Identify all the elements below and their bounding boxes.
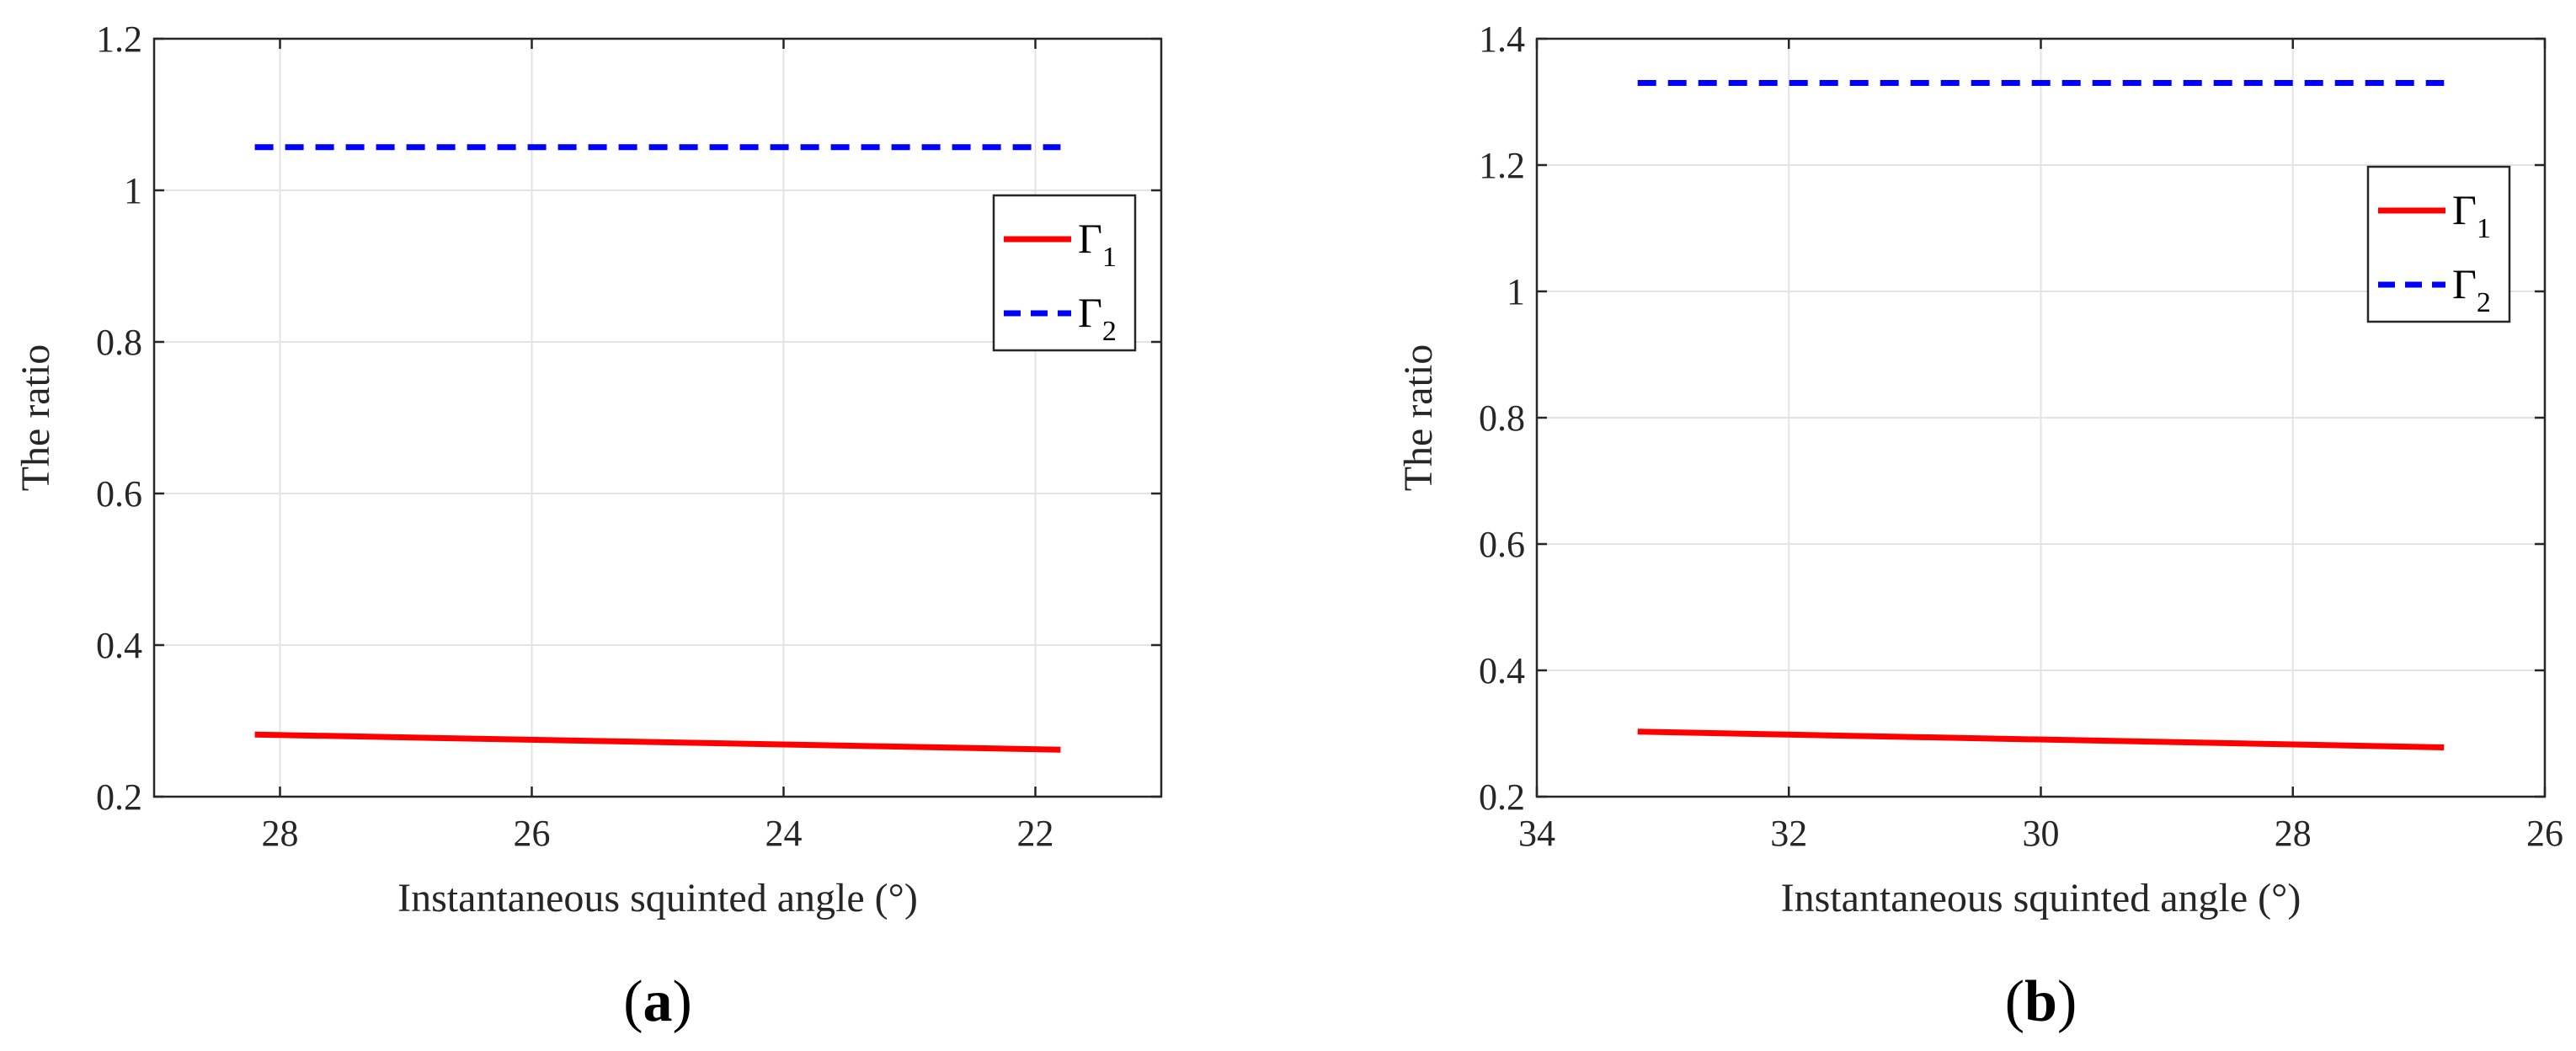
y-tick-label: 0.2	[96, 776, 142, 818]
series-line-gamma-1	[1637, 728, 2445, 750]
legend-label-gamma-2: Γ2	[1078, 289, 1117, 347]
legend-box	[2366, 165, 2511, 323]
legend-label-subscript: 2	[2477, 287, 2491, 318]
legend-label-gamma-1: Γ1	[1078, 215, 1117, 273]
x-axis-label: Instantaneous squinted angle (°)	[397, 876, 918, 920]
legend-label-gamma-1: Γ1	[2452, 186, 2491, 244]
chart-panel-b: 34 32 30 28 26 0.2 0.4 0.6 0.8 1 1.2 1.4 Instantaneo…	[1396, 19, 2563, 1034]
x-tick-label: 22	[1017, 813, 1054, 854]
legend-label-base: Γ	[1078, 289, 1102, 336]
legend-label-subscript: 1	[2477, 213, 2491, 244]
panel-letter: a	[643, 969, 673, 1034]
y-tick-label: 0.4	[96, 625, 142, 666]
panel-label: (a)	[623, 969, 692, 1034]
x-axis-label: Instantaneous squinted angle (°)	[1781, 876, 2301, 920]
y-tick-label: 1.2	[1479, 145, 1525, 186]
legend-label-base: Γ	[2452, 260, 2477, 307]
y-tick-label: 1	[1507, 271, 1525, 312]
panel-letter: b	[2024, 969, 2057, 1034]
x-tick-label: 28	[2275, 813, 2312, 854]
x-tick-label: 30	[2023, 813, 2060, 854]
panel-paren-close: )	[2057, 969, 2077, 1034]
series-line-gamma-1	[254, 731, 1061, 753]
x-tick-label: 26	[2526, 813, 2563, 854]
panel-paren-open: (	[623, 969, 643, 1034]
legend-label-subscript: 1	[1102, 242, 1117, 273]
x-tick-label: 28	[262, 813, 299, 854]
y-tick-label: 0.4	[1479, 650, 1525, 691]
legend-label-gamma-2: Γ2	[2452, 260, 2491, 318]
y-tick-label: 0.2	[1479, 776, 1525, 818]
x-tick-label: 26	[514, 813, 551, 854]
y-tick-label: 0.8	[1479, 397, 1525, 439]
x-tick-label: 32	[1770, 813, 1807, 854]
x-tick-label: 34	[1518, 813, 1555, 854]
legend-label-subscript: 2	[1102, 316, 1117, 347]
y-axis-label: The ratio	[13, 344, 58, 492]
y-axis-label: The ratio	[1396, 344, 1441, 492]
y-tick-label: 1	[124, 170, 142, 211]
legend-label-base: Γ	[2452, 186, 2477, 233]
y-tick-label: 0.6	[96, 473, 142, 515]
panel-label: (b)	[2005, 969, 2077, 1034]
y-tick-label: 1.4	[1479, 19, 1525, 60]
legend-label-base: Γ	[1078, 215, 1102, 262]
y-tick-label: 1.2	[96, 19, 142, 60]
legend-box	[992, 194, 1137, 352]
panel-paren-open: (	[2005, 969, 2024, 1034]
y-tick-label: 0.6	[1479, 524, 1525, 565]
chart-panel-a: 28 26 24 22 0.2 0.4 0.6 0.8 1 1.2 Instantaneous sq…	[13, 19, 1163, 1034]
axes-frame	[152, 37, 1163, 798]
x-tick-label: 24	[765, 813, 803, 854]
y-tick-label: 0.8	[96, 322, 142, 363]
panel-paren-close: )	[673, 969, 692, 1034]
